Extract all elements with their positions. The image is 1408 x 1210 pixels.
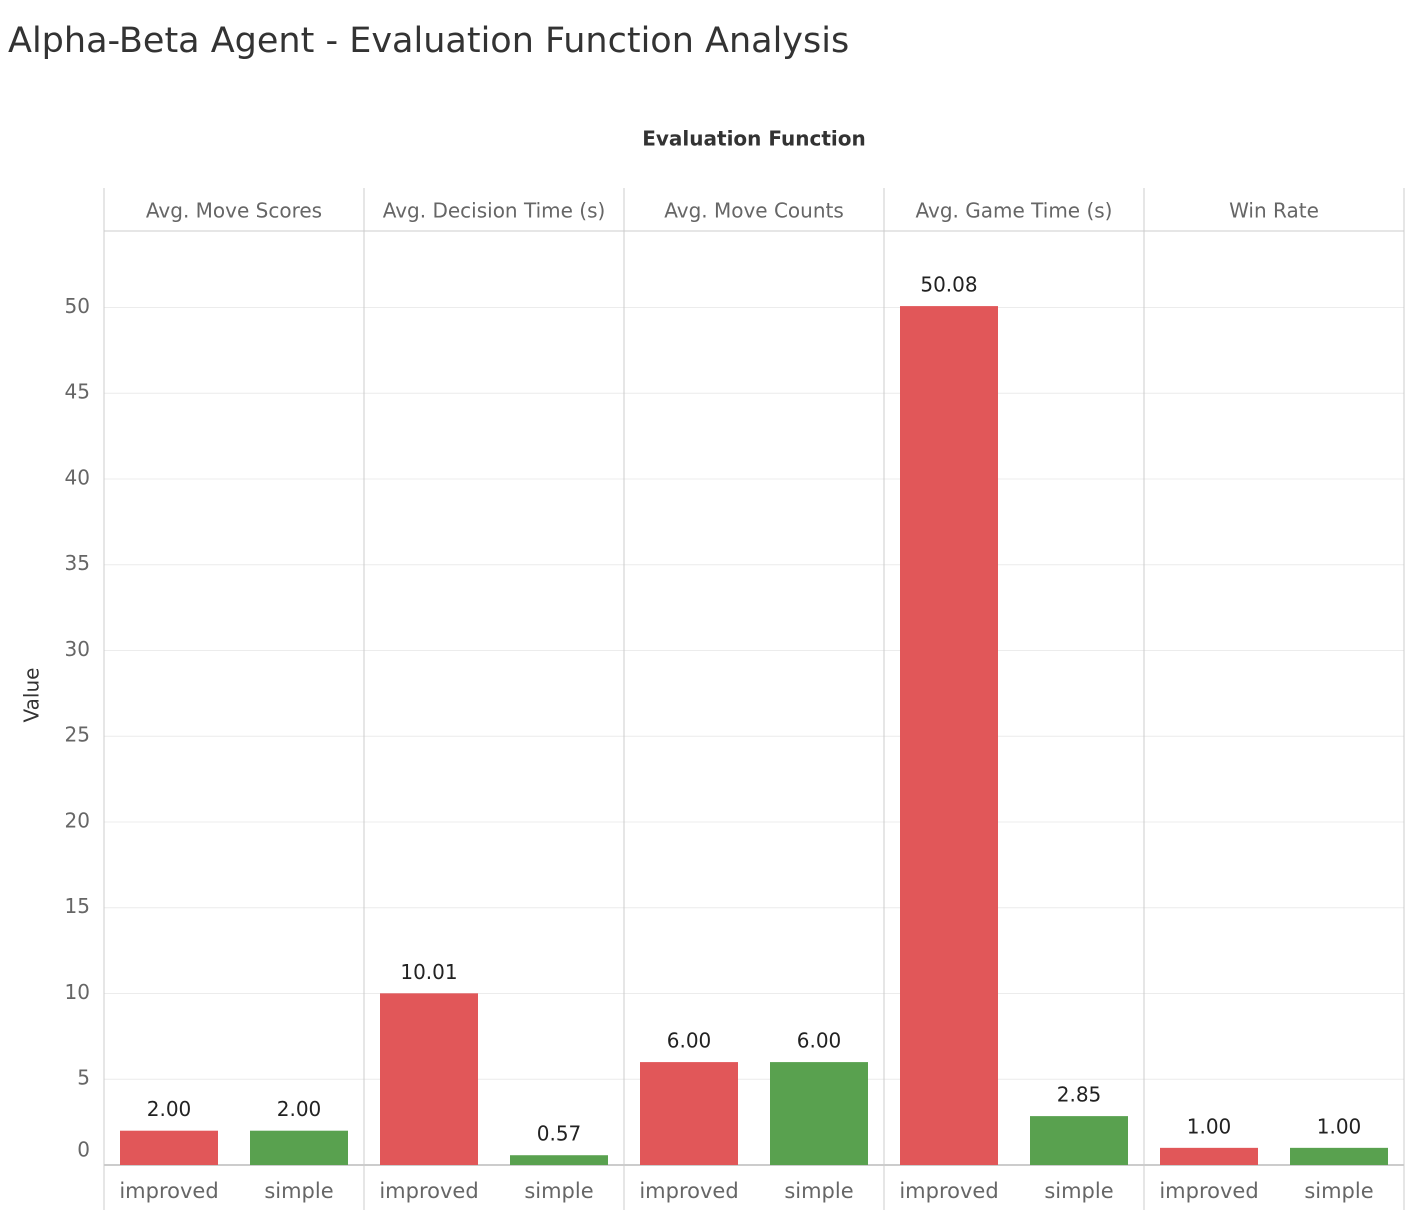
y-tick-label: 25 <box>65 723 90 747</box>
bar <box>770 1062 868 1165</box>
y-tick-label: 35 <box>65 551 90 575</box>
x-tick-label: improved <box>639 1179 738 1203</box>
bar <box>1160 1147 1258 1165</box>
y-axis-label: Value <box>20 668 44 723</box>
value-label: 1.00 <box>1187 1114 1232 1138</box>
bar <box>120 1130 218 1165</box>
value-label: 6.00 <box>667 1029 712 1053</box>
chart-title: Alpha-Beta Agent - Evaluation Function A… <box>8 21 849 61</box>
bar <box>250 1130 348 1165</box>
y-tick-label: 45 <box>65 380 90 404</box>
bar <box>1030 1116 1128 1165</box>
y-tick-label: 30 <box>65 637 90 661</box>
value-label: 2.00 <box>277 1097 322 1121</box>
panel-title: Avg. Move Counts <box>664 199 844 223</box>
x-tick-label: simple <box>264 1179 333 1203</box>
bar <box>900 306 998 1165</box>
x-tick-label: simple <box>784 1179 853 1203</box>
bar <box>510 1155 608 1165</box>
x-tick-label: improved <box>119 1179 218 1203</box>
y-tick-label: 15 <box>65 894 90 918</box>
value-label: 0.57 <box>537 1122 582 1146</box>
panel-title: Avg. Move Scores <box>146 199 322 223</box>
y-tick-label: 10 <box>65 980 90 1004</box>
x-tick-label: improved <box>1159 1179 1258 1203</box>
value-label: 50.08 <box>920 273 977 297</box>
x-tick-label: simple <box>1044 1179 1113 1203</box>
bar <box>1290 1147 1388 1165</box>
x-tick-label: improved <box>899 1179 998 1203</box>
y-tick-label: 20 <box>65 808 90 832</box>
y-tick-label: 40 <box>65 465 90 489</box>
value-label: 2.85 <box>1057 1083 1102 1107</box>
bar <box>380 993 478 1165</box>
value-label: 10.01 <box>400 960 457 984</box>
column-header: Evaluation Function <box>642 127 866 151</box>
y-tick-label: 0 <box>77 1138 90 1162</box>
x-tick-label: simple <box>524 1179 593 1203</box>
bar <box>640 1062 738 1165</box>
panel-title: Avg. Game Time (s) <box>916 199 1113 223</box>
value-label: 1.00 <box>1317 1114 1362 1138</box>
panel-title: Avg. Decision Time (s) <box>383 199 606 223</box>
value-label: 2.00 <box>147 1097 192 1121</box>
x-tick-label: simple <box>1304 1179 1373 1203</box>
y-tick-label: 50 <box>65 294 90 318</box>
panel-title: Win Rate <box>1229 199 1319 223</box>
x-tick-label: improved <box>379 1179 478 1203</box>
y-tick-label: 5 <box>77 1066 90 1090</box>
value-label: 6.00 <box>797 1029 842 1053</box>
